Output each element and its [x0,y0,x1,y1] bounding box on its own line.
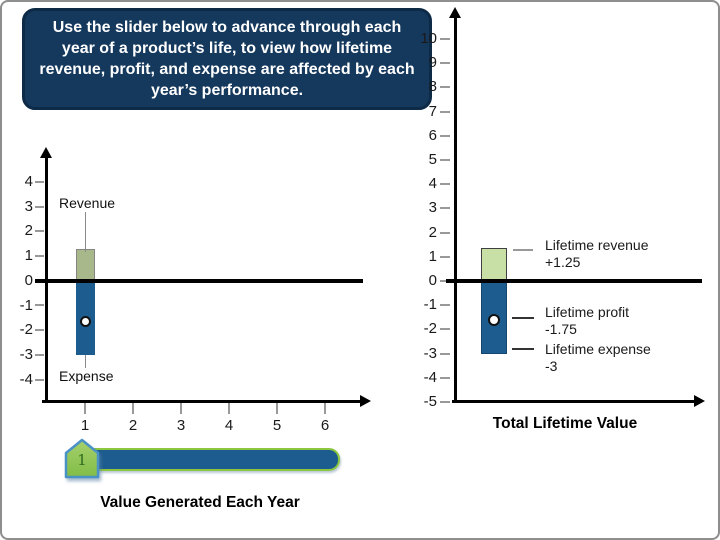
left-y-tick-label: 1 [24,247,33,264]
lifetime-profit-dash [512,317,534,319]
left-y-tick-label: -2 [19,321,33,338]
left-x-tick [132,403,134,414]
lifetime-revenue-dash [513,249,533,251]
right-y-tick [440,111,450,113]
left-x-tick [180,403,182,414]
left-y-tick [35,181,44,183]
revenue-connector-line [85,212,86,252]
left-x-tick-label: 5 [272,417,282,434]
instruction-text: Use the slider below to advance through … [39,19,415,99]
right-chart-title: Total Lifetime Value [492,415,638,432]
right-y-tick-label: -5 [423,393,437,410]
right-y-tick-label: 5 [428,151,437,168]
right-y-tick-label: 3 [428,199,437,216]
right-y-tick-label: 6 [428,127,437,144]
right-y-tick-label: 1 [428,248,437,265]
left-y-tick-label: 0 [24,272,33,289]
right-y-tick-label: 8 [428,78,437,95]
right-zero-line [446,279,702,283]
lifetime-profit-dot [488,314,500,326]
lifetime-revenue-bar [481,248,507,281]
annotation-lifetime-expense: Lifetime expense -3 [545,341,651,375]
right-y-tick [440,38,450,40]
right-y-tick [440,256,450,258]
right-y-tick [440,207,450,209]
annotation-value: -1.75 [545,321,577,337]
instruction-callout: Use the slider below to advance through … [22,8,432,110]
left-x-tick [228,403,230,414]
right-y-tick [440,135,450,137]
annotation-value: -3 [545,358,558,374]
left-x-axis-arrow-icon [360,395,371,407]
right-y-tick-label: 9 [428,54,437,71]
right-y-tick [440,62,450,64]
right-y-tick-label: 10 [420,30,437,47]
left-y-tick [35,379,44,381]
right-y-tick [440,328,450,330]
left-x-tick-label: 6 [320,417,330,434]
right-y-tick [440,183,450,185]
right-y-tick [440,377,450,379]
left-y-tick-label: 2 [24,222,33,239]
left-x-tick [276,403,278,414]
right-y-tick-label: -3 [423,345,437,362]
left-x-tick-label: 4 [224,417,234,434]
revenue-bar-segment [76,249,95,281]
right-y-tick [440,280,450,282]
expense-label: Expense [59,368,114,384]
left-x-tick-label: 2 [128,417,138,434]
annotation-lifetime-revenue: Lifetime revenue +1.25 [545,237,649,271]
left-y-tick-label: -4 [19,371,33,388]
slider-handle[interactable] [63,438,101,480]
right-y-tick-label: 2 [428,224,437,241]
right-y-tick-label: 0 [428,272,437,289]
left-y-tick-label: -1 [19,297,33,314]
right-y-tick [440,353,450,355]
left-y-tick [35,329,44,331]
annotation-label: Lifetime expense [545,341,651,357]
annotation-label: Lifetime revenue [545,237,649,253]
right-x-axis [452,400,696,403]
right-y-tick-label: -4 [423,369,437,386]
right-y-tick-label: -1 [423,296,437,313]
annotation-value: +1.25 [545,254,581,270]
left-y-tick [35,230,44,232]
right-y-tick-label: 7 [428,103,437,120]
right-y-axis-arrow-icon [449,7,461,18]
right-y-tick-label: -2 [423,320,437,337]
left-chart-title: Value Generated Each Year [100,494,300,511]
right-y-tick [440,304,450,306]
right-x-axis-arrow-icon [694,395,705,407]
left-y-axis-arrow-icon [40,147,52,158]
lifetime-expense-dash [512,348,534,350]
right-y-axis [454,16,457,403]
left-y-tick-label: -3 [19,346,33,363]
right-y-tick [440,401,450,403]
left-x-tick [324,403,326,414]
left-y-tick-label: 4 [24,173,33,190]
left-x-tick-label: 1 [80,417,90,434]
right-y-tick-label: 4 [428,175,437,192]
slider-track[interactable] [74,448,340,471]
annotation-lifetime-profit: Lifetime profit -1.75 [545,304,629,338]
left-y-tick [35,304,44,306]
revenue-label: Revenue [59,195,116,211]
left-y-tick [35,255,44,257]
expense-connector-line [85,355,86,368]
left-x-tick [84,403,86,414]
left-y-tick-label: 3 [24,198,33,215]
left-y-tick [35,354,44,356]
profit-dot [80,316,91,327]
left-zero-line [35,279,363,283]
left-x-axis [42,400,362,403]
right-y-tick [440,159,450,161]
right-y-tick [440,86,450,88]
slider-handle-label[interactable]: 1 [77,451,87,469]
annotation-label: Lifetime profit [545,304,630,320]
left-y-tick [35,206,44,208]
left-x-tick-label: 3 [176,417,186,434]
right-y-tick [440,232,450,234]
